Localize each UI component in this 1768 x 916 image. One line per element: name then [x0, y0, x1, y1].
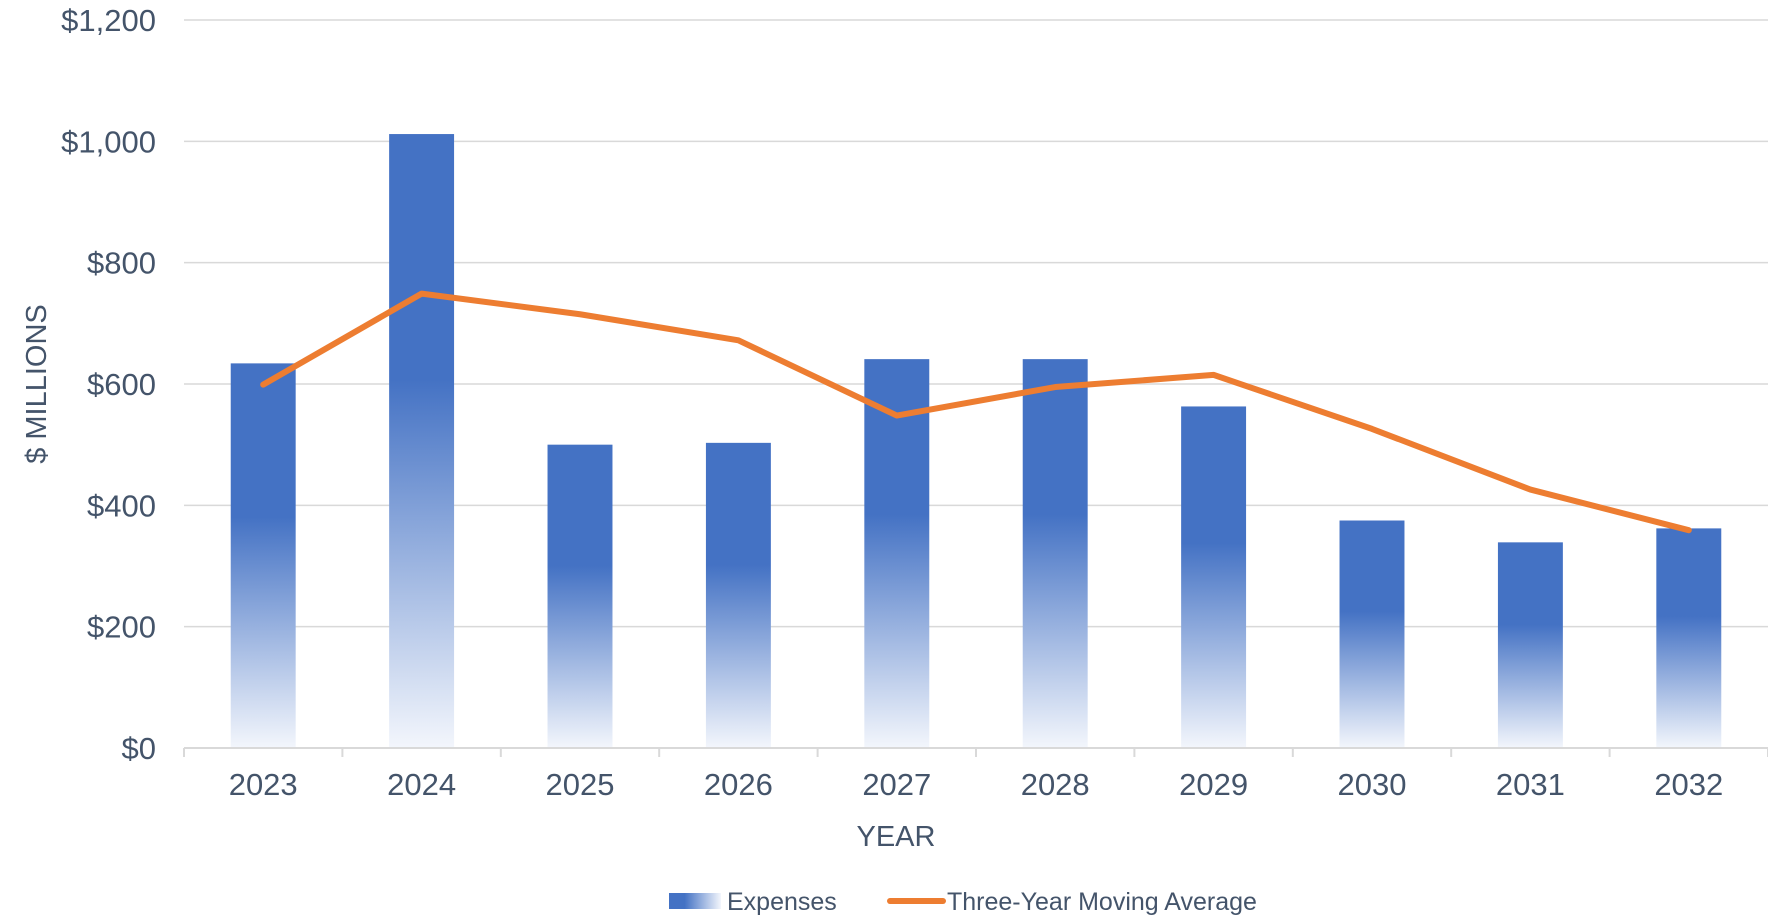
x-tick-label: 2032 [1654, 767, 1723, 802]
bar-expenses-2027 [864, 359, 930, 748]
bar-expenses-2029 [1181, 406, 1247, 748]
bar-expenses-2025 [547, 444, 613, 748]
x-tick-label: 2030 [1338, 767, 1407, 802]
x-tick-label: 2028 [1021, 767, 1090, 802]
bar-expenses-2024 [389, 134, 455, 748]
bars [230, 134, 1722, 748]
x-tick-label: 2025 [546, 767, 615, 802]
x-tick-label: 2029 [1179, 767, 1248, 802]
bar-expenses-2032 [1656, 528, 1722, 748]
y-tick-label: $0 [122, 731, 156, 766]
moving-average-line-layer [260, 290, 1692, 534]
y-tick-label: $1,000 [61, 124, 156, 159]
bar-expenses-2023 [230, 363, 296, 748]
y-tick-label: $800 [87, 246, 156, 281]
bar-expenses-2026 [705, 442, 771, 748]
y-tick-label: $600 [87, 367, 156, 402]
y-axis-title: $ MILLIONS [21, 304, 53, 464]
x-tick-label: 2023 [229, 767, 298, 802]
bar-expenses-2028 [1022, 359, 1088, 748]
legend: Expenses Three-Year Moving Average [669, 888, 1257, 916]
y-tick-label: $200 [87, 610, 156, 645]
legend-swatch-expenses [669, 893, 721, 909]
legend-label-expenses: Expenses [727, 888, 837, 916]
bar-expenses-2030 [1339, 520, 1405, 748]
bar-expenses-2031 [1497, 542, 1563, 748]
y-tick-label: $1,200 [61, 3, 156, 38]
moving-average-line [260, 290, 1692, 534]
legend-label-moving-average: Three-Year Moving Average [947, 888, 1257, 916]
x-axis-ticks: 2023 2024 2025 2026 2027 2028 2029 2030 2031 2032 [229, 767, 1724, 802]
x-axis [183, 747, 1768, 757]
x-tick-label: 2024 [387, 767, 456, 802]
x-axis-title: YEAR [857, 821, 936, 853]
y-tick-label: $400 [87, 488, 156, 523]
y-axis-ticks: $0 $200 $400 $600 $800 $1,000 $1,200 [61, 3, 156, 766]
x-tick-label: 2027 [862, 767, 931, 802]
x-tick-label: 2031 [1496, 767, 1565, 802]
x-tick-label: 2026 [704, 767, 773, 802]
